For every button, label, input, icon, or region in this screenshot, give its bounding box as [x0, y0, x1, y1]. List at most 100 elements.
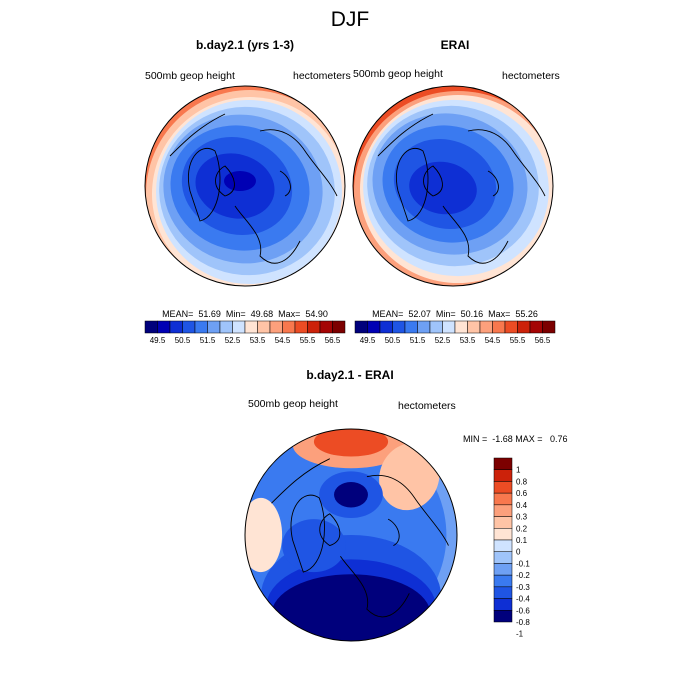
- cb2-tick-label: 51.5: [410, 336, 426, 345]
- cb2-box-5: [417, 320, 431, 334]
- panel-2-boundary: [352, 85, 554, 287]
- cb2-box-3: [392, 320, 406, 334]
- cb3-tick-label: -1: [516, 630, 524, 639]
- coast1-coast-1: [234, 205, 301, 264]
- cb3-box-3: [493, 492, 513, 506]
- coast2-coast-0: [396, 148, 429, 222]
- panel-2-colorbar: 49.5 50.5 51.5 52.5 53.5 54.5 55.5 56.5: [354, 320, 556, 345]
- cb3-box-9: [493, 563, 513, 576]
- panel-2-left-label: 500mb geop height: [353, 68, 443, 80]
- cb3-tick-label: 0.2: [516, 524, 528, 533]
- coast2-coast-5: [487, 170, 499, 197]
- coast1-coast-0: [188, 148, 221, 222]
- panel-1-stats: MEAN= 51.69 Min= 49.68 Max= 54.90: [162, 309, 328, 319]
- cb3-tick-label: -0.2: [516, 571, 530, 580]
- cb1-tick-label: 51.5: [200, 336, 216, 345]
- coast1-coast-3: [169, 113, 226, 157]
- panel-3-stats: MIN = -1.68 MAX = 0.76: [463, 434, 568, 444]
- cb3-tick-label: -0.1: [516, 559, 530, 568]
- cb1-box-1: [157, 320, 171, 334]
- cb1-box-11: [282, 320, 296, 334]
- panel-1-title: b.day2.1 (yrs 1-3): [195, 38, 295, 52]
- cb1-box-13: [307, 320, 321, 334]
- cb3-tick-label: 1: [516, 466, 521, 475]
- coast1-coast-5: [279, 170, 291, 197]
- cb1-tick-label: 50.5: [175, 336, 191, 345]
- panel-1-map: [145, 86, 345, 286]
- panel-1-colorbar: 49.5 50.5 51.5 52.5 53.5 54.5 55.5 56.5: [144, 320, 346, 345]
- cb3-box-8: [493, 551, 513, 564]
- cb3-box-4: [493, 504, 513, 517]
- cb2-tick-label: 52.5: [435, 336, 451, 345]
- cb3-tick-label: 0.4: [516, 501, 528, 510]
- cb2-box-2: [379, 320, 393, 334]
- cb2-box-6: [429, 320, 443, 334]
- map3-contour-5: [245, 497, 283, 573]
- cb1-tick-label: 53.5: [250, 336, 266, 345]
- map3-contour-3: [313, 429, 389, 457]
- cb3-box-13: [493, 610, 513, 623]
- cb1-box-8: [244, 320, 258, 334]
- panel-2-title: ERAI: [440, 38, 470, 52]
- panel-3-coastlines: [271, 458, 449, 618]
- panel-2-coastlines: [377, 113, 546, 264]
- cb3-box-6: [493, 528, 513, 541]
- cb1-box-9: [257, 320, 271, 334]
- coast3-coast-2: [366, 474, 449, 546]
- cb2-tick-label: 53.5: [460, 336, 476, 345]
- panel-3-map: [245, 429, 457, 641]
- cb2-tick-label: 50.5: [385, 336, 401, 345]
- cb2-box-4: [404, 320, 418, 334]
- panel-3-boundary: [244, 428, 458, 642]
- cb3-tick-label: 0.6: [516, 489, 528, 498]
- cb1-tick-label: 49.5: [150, 336, 166, 345]
- cb3-tick-label: -0.6: [516, 606, 530, 615]
- cb3-tick-label: 0: [516, 548, 521, 557]
- cb2-box-14: [529, 320, 543, 334]
- cb2-box-0: [354, 320, 368, 334]
- cb3-tick-label: -0.4: [516, 595, 530, 604]
- panel-1-right-label: hectometers: [293, 70, 351, 82]
- cb1-box-0: [144, 320, 158, 334]
- cb1-box-4: [194, 320, 208, 334]
- cb2-tick-label: 49.5: [360, 336, 376, 345]
- coast3-coast-1: [340, 555, 410, 618]
- cb1-box-10: [269, 320, 283, 334]
- cb2-box-11: [492, 320, 506, 334]
- panel-2-map: [353, 86, 553, 286]
- coast3-coast-0: [290, 494, 325, 573]
- cb1-box-3: [182, 320, 196, 334]
- cb1-box-7: [232, 320, 246, 334]
- cb2-box-12: [504, 320, 518, 334]
- cb2-box-8: [454, 320, 468, 334]
- panel-1-coastlines: [169, 113, 338, 264]
- cb3-box-0: [493, 457, 513, 470]
- coast2-coast-3: [377, 113, 434, 157]
- panel-3-title: b.day2.1 - ERAI: [306, 368, 394, 382]
- panel-1-left-label: 500mb geop height: [145, 70, 235, 82]
- panel-1-boundary: [144, 85, 346, 287]
- cb3-box-1: [493, 469, 513, 482]
- panel-3-left-label: 500mb geop height: [248, 398, 338, 410]
- cb1-box-2: [169, 320, 183, 334]
- cb2-box-15: [542, 320, 556, 334]
- map3-contour-8: [271, 574, 431, 641]
- map1-contour-10: [224, 171, 256, 191]
- cb2-box-10: [479, 320, 493, 334]
- cb3-tick-label: 0.1: [516, 536, 528, 545]
- page-title: DJF: [330, 8, 370, 31]
- cb2-tick-label: 56.5: [535, 336, 551, 345]
- coast1-coast-2: [259, 129, 338, 197]
- cb1-tick-label: 54.5: [275, 336, 291, 345]
- cb3-box-11: [493, 586, 513, 599]
- cb1-box-14: [319, 320, 333, 334]
- cb1-tick-label: 52.5: [225, 336, 241, 345]
- panel-2-right-label: hectometers: [502, 70, 560, 82]
- coast3-coast-3: [271, 458, 330, 504]
- cb3-tick-label: 0.3: [516, 513, 528, 522]
- cb1-box-5: [207, 320, 221, 334]
- coast1-coast-4: [215, 165, 235, 197]
- map3-contour-4: [379, 443, 440, 511]
- cb3-box-7: [493, 539, 513, 552]
